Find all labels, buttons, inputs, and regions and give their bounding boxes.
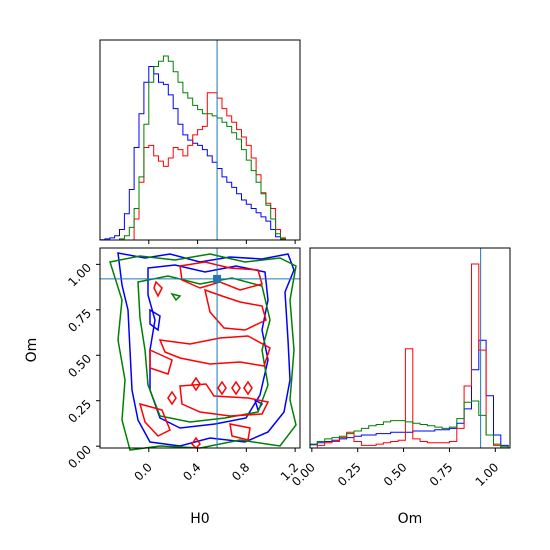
joint-panel: 0.0 0.4 0.8 1.2 0.000.250.500.751.00 H0 Om — [24, 247, 301, 527]
om-x-axis: 0.00 0.25 0.50 0.75 1.00 — [289, 448, 501, 489]
contour-red-upper — [203, 288, 267, 331]
om-y-tick-label-3: 0.75 — [65, 306, 94, 335]
om-y-tick-label-1: 0.25 — [65, 397, 94, 426]
om-x-tick-label-2: 0.50 — [381, 460, 410, 489]
contour-red-bottom — [138, 402, 171, 437]
om-histograms — [309, 263, 509, 449]
om-hist-series-2 — [310, 263, 509, 449]
h0-marginal-panel — [99, 39, 301, 244]
contour-red-small-2 — [167, 390, 177, 406]
om-x-tick-label-4: 1.00 — [473, 460, 502, 489]
om-y-tick-label-2: 0.50 — [65, 351, 94, 380]
contour-blue — [117, 252, 295, 447]
contour-red-small-7 — [191, 436, 201, 450]
om-hist-series-1 — [309, 339, 509, 448]
contour-green-inner — [137, 275, 271, 423]
h0-marginal-frame — [99, 39, 301, 241]
contour-red-lower — [179, 383, 270, 417]
contour-red-small-1 — [153, 280, 163, 298]
om-marginal-panel: 0.00 0.25 0.50 0.75 1.00 Om — [289, 247, 511, 527]
contour-red-bottom-right — [229, 423, 251, 441]
om-marginal-frame — [309, 247, 511, 449]
contour-green-outer — [109, 253, 297, 451]
h0-x-tick-label-1: 0.4 — [180, 460, 203, 483]
contour-red — [138, 261, 271, 450]
contour-red-left — [149, 348, 173, 375]
joint-x-axis: 0.0 0.4 0.8 1.2 — [132, 448, 301, 484]
om-y-tick-label-4: 1.00 — [65, 261, 94, 290]
joint-truth-marker — [213, 274, 222, 283]
contour-red-small-6 — [243, 380, 253, 396]
contour-red-small-3 — [191, 376, 201, 392]
x-axis-label-om: Om — [398, 511, 423, 527]
contour-blue-inner — [147, 264, 269, 429]
contour-red-middle — [158, 335, 271, 367]
om-x-tick-label-3: 0.75 — [427, 460, 456, 489]
om-y-tick-label-0: 0.00 — [65, 442, 94, 471]
joint-y-axis: 0.00 0.25 0.50 0.75 1.00 — [65, 261, 100, 471]
h0-x-tick-label-0: 0.0 — [132, 460, 155, 483]
h0-histograms — [99, 55, 296, 241]
x-axis-label-h0: H0 — [190, 511, 209, 527]
om-x-tick-label-1: 0.25 — [335, 460, 364, 489]
contour-blue-small-1 — [149, 308, 161, 332]
contour-green-small — [170, 292, 182, 302]
h0-hist-series-1 — [99, 66, 296, 241]
contour-blue-outer — [117, 252, 295, 447]
h0-marginal-ticks — [148, 240, 296, 244]
y-axis-label-om: Om — [24, 338, 40, 363]
h0-hist-series-3 — [100, 55, 296, 241]
om-hist-series-3 — [309, 400, 509, 448]
h0-x-tick-label-2: 0.8 — [229, 460, 252, 483]
contour-red-small-4 — [217, 380, 227, 396]
contour-red-small-5 — [231, 380, 241, 396]
joint-frame — [99, 247, 301, 449]
